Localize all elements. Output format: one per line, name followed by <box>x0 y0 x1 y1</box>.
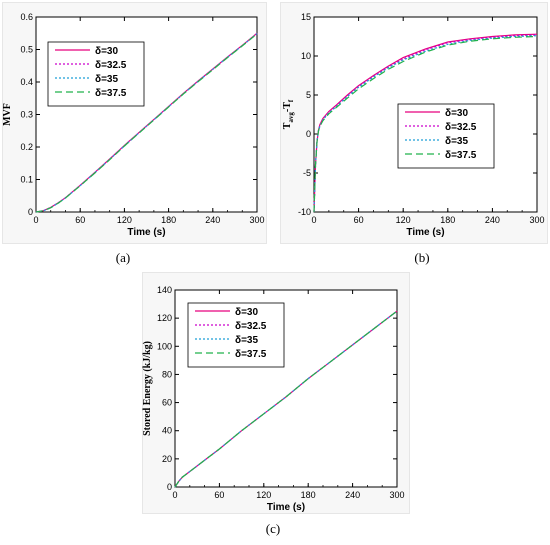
chart-a-xtick-label: 300 <box>249 215 264 225</box>
chart-a-legend-label-3: δ=35 <box>95 74 118 85</box>
chart-b-legend-label-3: δ=35 <box>445 136 468 147</box>
chart-c-legend-label-2: δ=32.5 <box>235 321 267 332</box>
chart-b-ytick-label: 0 <box>306 129 311 139</box>
chart-c-xtick-label: 120 <box>256 490 271 500</box>
chart-a-ylabel: MVF <box>2 103 13 126</box>
chart-b-ytick-label: -5 <box>303 168 311 178</box>
caption-b: (b) <box>414 250 430 265</box>
caption-a: (a) <box>115 250 131 265</box>
chart-c-xtick-label: 60 <box>214 490 224 500</box>
chart-b-xtick-label: 240 <box>485 215 500 225</box>
chart-b-xlabel: Time (s) <box>406 227 444 238</box>
chart-a-xtick-label: 0 <box>33 215 38 225</box>
chart-c-xlabel: Time (s) <box>267 502 305 513</box>
chart-c-ytick-label: 60 <box>162 398 172 408</box>
chart-c-legend-label-1: δ=30 <box>235 307 258 318</box>
chart-b-xtick-label: 60 <box>354 215 364 225</box>
chart-a-ytick-label: 0.3 <box>20 110 33 120</box>
chart-c-legend-label-3: δ=35 <box>235 335 258 346</box>
caption-c: (c) <box>265 521 281 536</box>
chart-a-xtick-label: 180 <box>161 215 176 225</box>
chart-c-ytick-label: 120 <box>157 313 172 323</box>
chart-b-ytick-label: -10 <box>298 207 311 217</box>
chart-b-xtick-label: 180 <box>440 215 455 225</box>
chart-c-ytick-label: 140 <box>157 285 172 295</box>
chart-b-legend-label-2: δ=32.5 <box>445 122 477 133</box>
chart-c-ylabel: Stored Energy (kJ/kg) <box>142 341 153 436</box>
chart-b-series-line-4 <box>313 35 538 213</box>
chart-c-xtick-label: 240 <box>345 490 360 500</box>
chart-a-ytick-label: 0.2 <box>20 142 33 152</box>
chart-b-ytick-label: 15 <box>301 12 311 22</box>
chart-a-ytick-label: 0.5 <box>20 45 33 55</box>
chart-b-legend-box <box>397 103 495 169</box>
chart-a-legend-box <box>47 41 145 107</box>
chart-a-xlabel: Time (s) <box>127 227 165 238</box>
chart-b-xtick-label: 120 <box>396 215 411 225</box>
chart-a-ytick-label: 0.1 <box>20 175 33 185</box>
chart-c-ytick-label: 20 <box>162 454 172 464</box>
chart-b-xtick-label: 0 <box>311 215 316 225</box>
chart-b-series-line-2 <box>313 34 538 213</box>
chart-c-xtick-label: 180 <box>301 490 316 500</box>
chart-a-legend-label-4: δ=37.5 <box>95 88 127 99</box>
chart-b-legend-label-4: δ=37.5 <box>445 150 477 161</box>
chart-a-ytick-label: 0.4 <box>20 77 33 87</box>
chart-b-ylabel: Tavg-Tf <box>282 99 295 129</box>
chart-b-ytick-label: 10 <box>301 51 311 61</box>
chart-c-ytick-label: 80 <box>162 369 172 379</box>
chart-c-ytick-label: 100 <box>157 341 172 351</box>
chart-a-legend-label-1: δ=30 <box>95 46 118 57</box>
chart-b-ytick-label: 5 <box>306 90 311 100</box>
chart-c-xtick-label: 0 <box>172 490 177 500</box>
chart-c-ytick-label: 40 <box>162 426 172 436</box>
chart-c-legend-box <box>187 302 285 368</box>
chart-c-xtick-label: 300 <box>389 490 404 500</box>
chart-a-ytick-label: 0 <box>28 207 33 217</box>
chart-a-ytick-label: 0.6 <box>20 12 33 22</box>
chart-a-legend-label-2: δ=32.5 <box>95 60 127 71</box>
chart-c-legend-label-4: δ=37.5 <box>235 349 267 360</box>
chart-c-ytick-label: 0 <box>167 482 172 492</box>
chart-a-xtick-label: 240 <box>205 215 220 225</box>
chart-c-series-line-4 <box>174 310 398 488</box>
chart-a-xtick-label: 60 <box>75 215 85 225</box>
chart-a-xtick-label: 120 <box>117 215 132 225</box>
chart-a-series-line-4 <box>35 33 258 213</box>
chart-b-legend-label-1: δ=30 <box>445 108 468 119</box>
chart-b-xtick-label: 300 <box>529 215 544 225</box>
